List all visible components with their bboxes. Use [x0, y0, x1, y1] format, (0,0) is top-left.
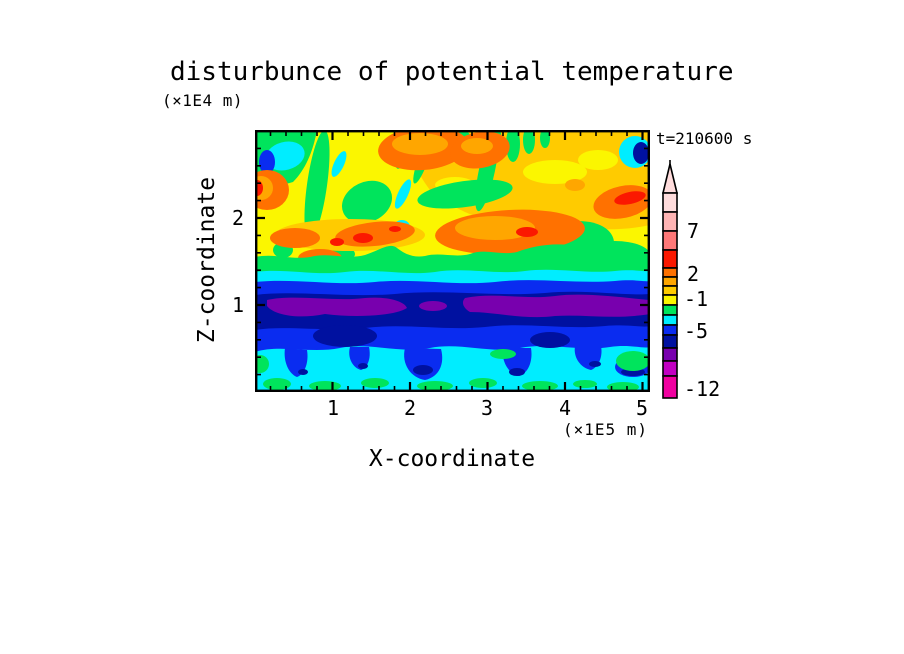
time-label: t=210600 s: [656, 129, 753, 148]
y-axis-unit-label: (×1E4 m): [162, 91, 244, 110]
x-tick-label-4: 4: [559, 396, 572, 420]
x-tick-label-1: 1: [327, 396, 340, 420]
y-axis-title: Z-coordinate: [194, 176, 220, 344]
contour-violet-blob-left: [267, 297, 407, 317]
contour-plot: [255, 130, 650, 392]
colorbar-label-neg5: -5: [684, 319, 709, 343]
y-tick-label-2: 2: [231, 206, 244, 230]
contour-violet-blob-right: [462, 294, 650, 318]
major-ticks: [255, 130, 650, 392]
colorbar-label-7: 7: [687, 219, 700, 243]
colorbar-label-neg1: -1: [684, 287, 709, 311]
colorbar-arrow: [661, 163, 679, 194]
y-tick-label-1: 1: [231, 293, 244, 317]
x-tick-label-5: 5: [636, 396, 649, 420]
colorbar-label-2: 2: [687, 262, 700, 286]
colorbar: [661, 160, 679, 399]
plot-border: [255, 130, 650, 392]
x-tick-label-3: 3: [481, 396, 494, 420]
minor-ticks: [255, 130, 650, 392]
x-axis-title: X-coordinate: [368, 446, 536, 472]
x-tick-label-2: 2: [404, 396, 417, 420]
x-axis-unit-label: (×1E5 m): [563, 420, 649, 439]
colorbar-label-neg12: -12: [684, 377, 721, 401]
colorbar-segments: [662, 192, 678, 399]
contour-cyan-pocket: [265, 141, 305, 171]
plot-title: disturbunce of potential temperature: [170, 57, 734, 87]
